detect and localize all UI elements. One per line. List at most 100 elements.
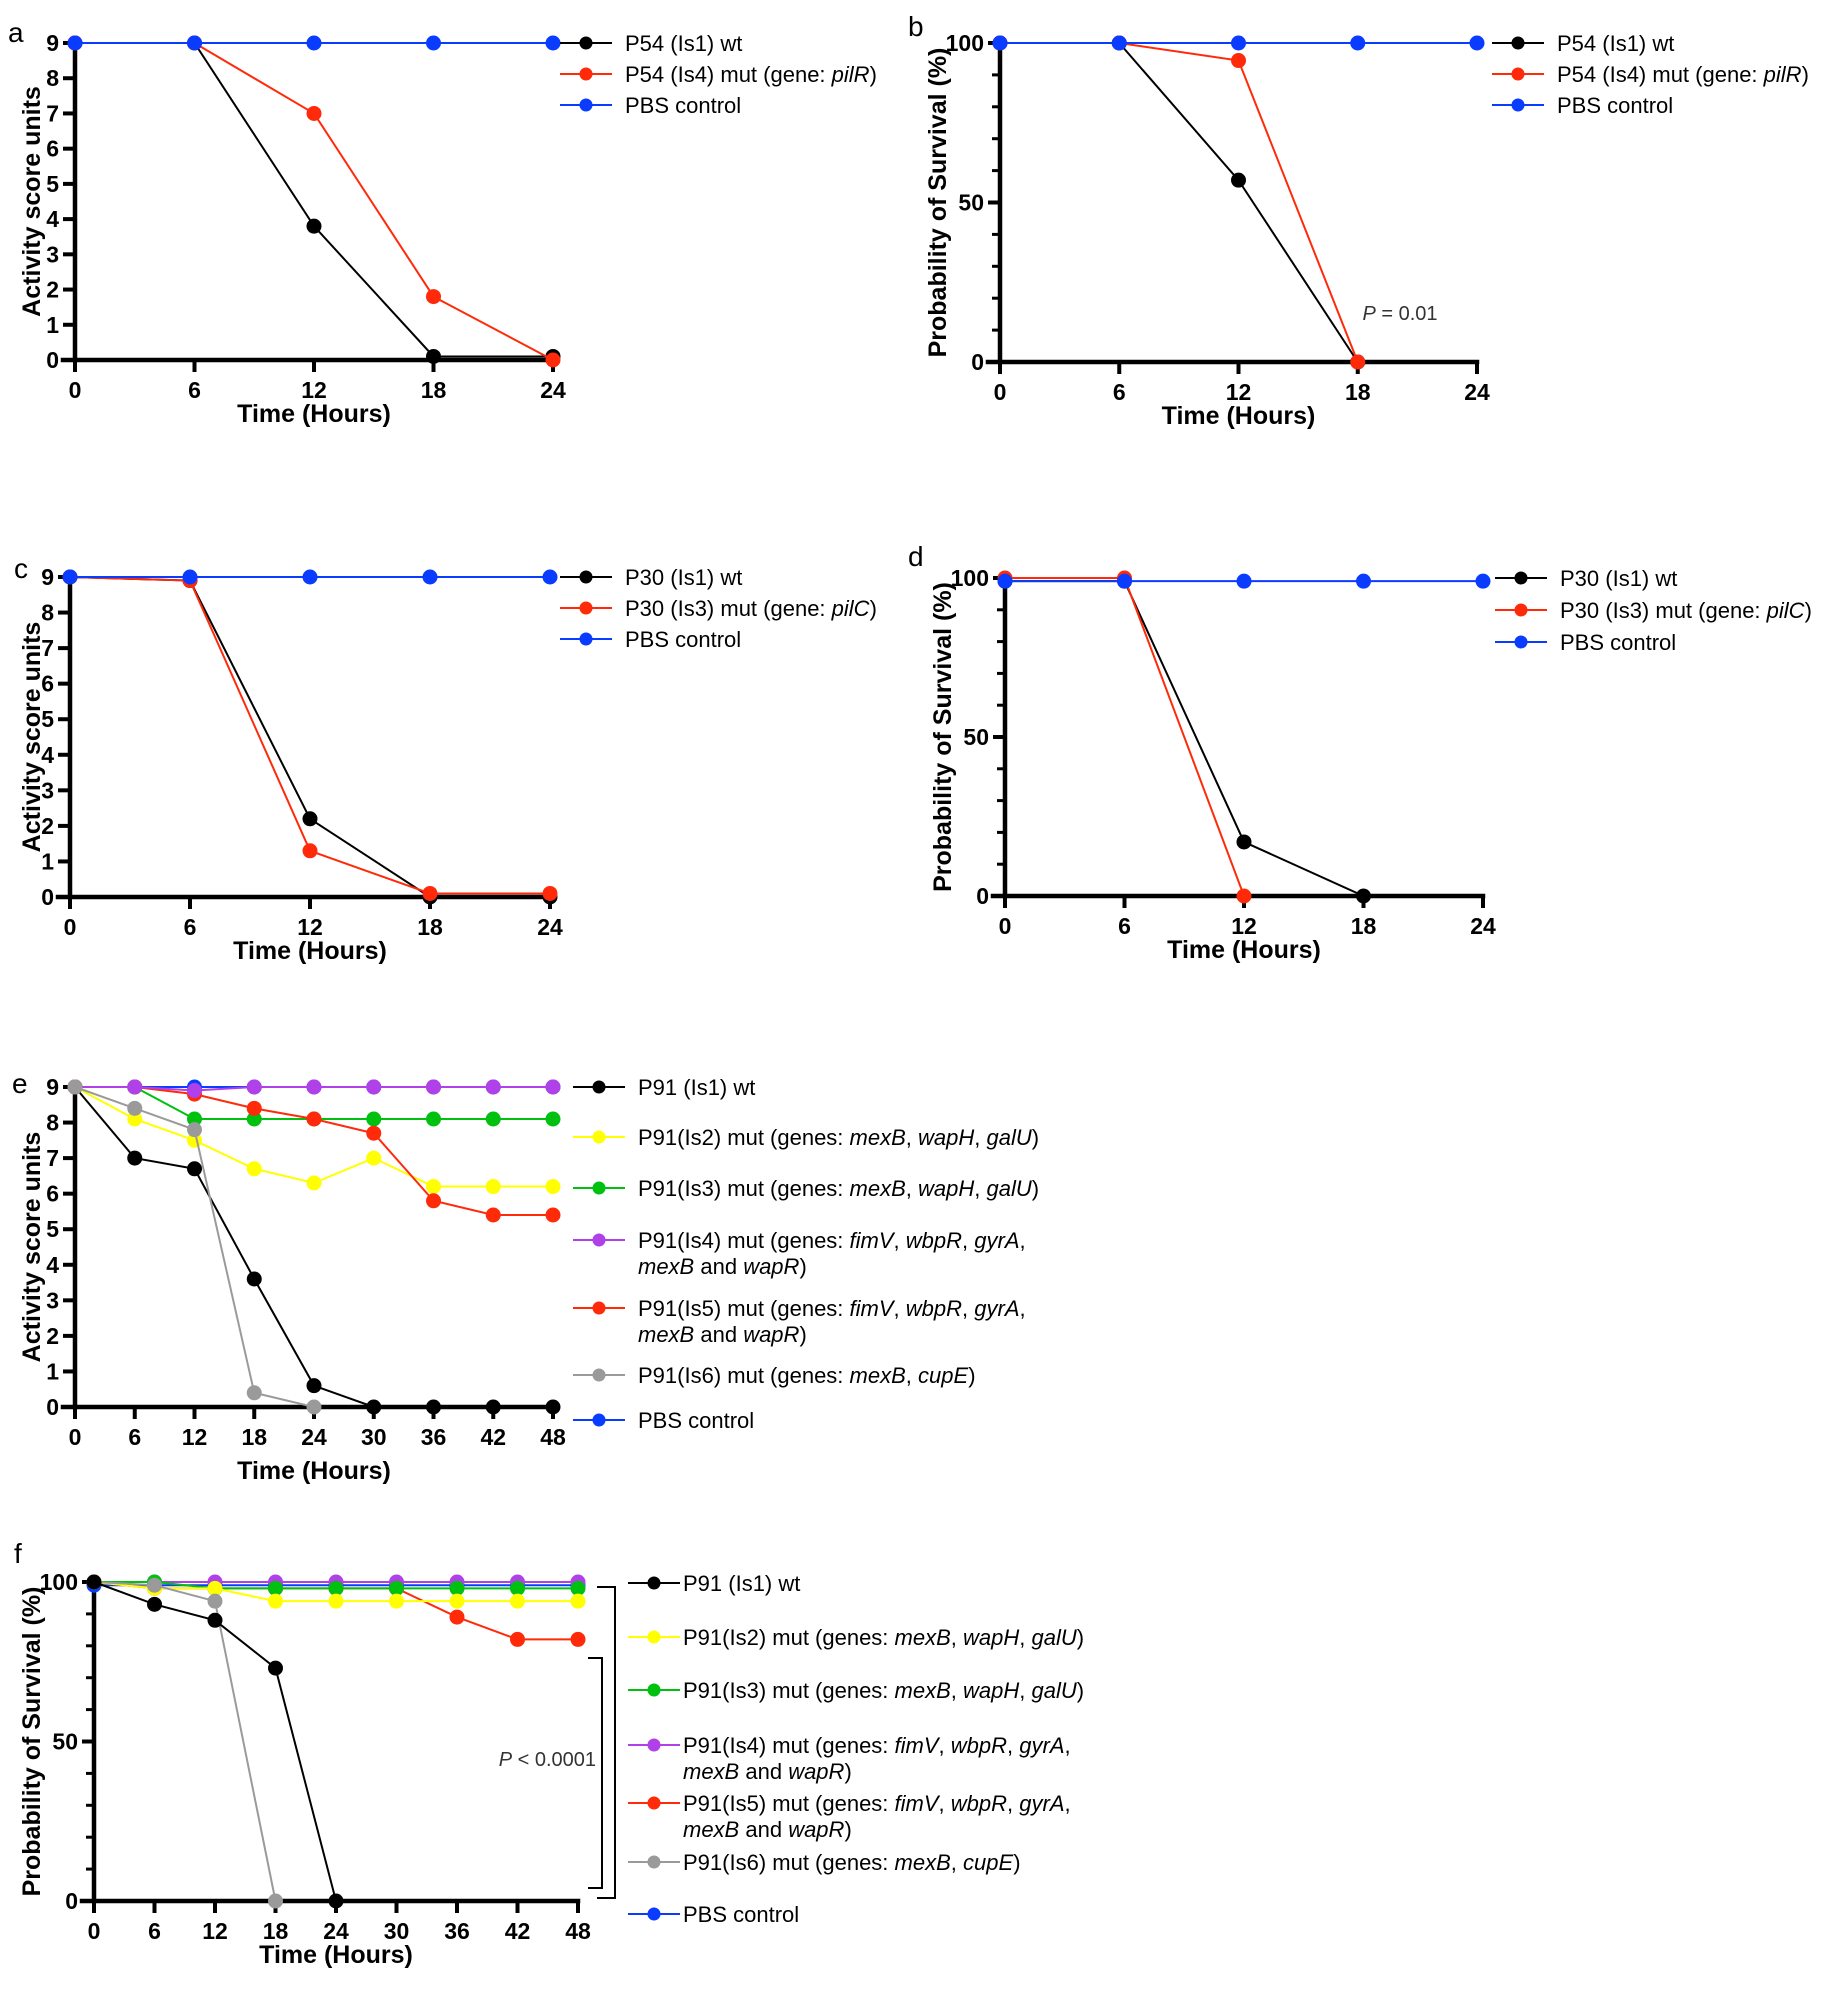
legend-text-part: gyrA bbox=[1019, 1791, 1064, 1816]
data-point bbox=[246, 1385, 262, 1401]
legend-text-part: mexB bbox=[895, 1678, 951, 1703]
legend-text-part: P30 (Is3) mut (gene: bbox=[625, 596, 832, 621]
legend-text-part: , bbox=[1019, 1678, 1031, 1703]
y-tick-label: 100 bbox=[40, 1569, 78, 1595]
x-tick-label: 18 bbox=[421, 377, 447, 403]
legend-label: P30 (Is1) wt bbox=[625, 565, 742, 590]
legend-marker bbox=[592, 1130, 606, 1144]
legend-text-part: mexB bbox=[895, 1850, 951, 1875]
x-tick-label: 24 bbox=[540, 377, 566, 403]
data-point bbox=[426, 289, 441, 305]
series-line bbox=[74, 1086, 553, 1408]
y-axis-title: Probability of Survival (%) bbox=[924, 48, 952, 358]
x-tick-label: 6 bbox=[188, 377, 201, 403]
legend-item: P91(Is3) mut (genes: mexB, wapH, galU) bbox=[573, 1176, 1039, 1201]
data-point bbox=[1236, 834, 1252, 850]
legend-text-part: ) bbox=[1077, 1678, 1084, 1703]
data-point bbox=[449, 1593, 465, 1609]
x-tick-label: 30 bbox=[384, 1918, 410, 1944]
y-tick-label: 0 bbox=[46, 1394, 59, 1420]
legend-text-part: , bbox=[974, 1176, 986, 1201]
legend-text-part: ) bbox=[1032, 1125, 1039, 1150]
data-point bbox=[187, 1122, 202, 1138]
legend-label-line2: mexB and wapR) bbox=[683, 1759, 852, 1784]
panel-letter: d bbox=[908, 541, 924, 572]
x-tick-label: 48 bbox=[565, 1918, 591, 1944]
data-point bbox=[366, 1150, 382, 1166]
legend-text-part: , bbox=[951, 1850, 963, 1875]
series-blue bbox=[992, 35, 1485, 51]
legend-label: P54 (Is1) wt bbox=[1557, 31, 1674, 56]
p-value: < 0.0001 bbox=[512, 1749, 596, 1771]
x-tick-label: 0 bbox=[64, 914, 77, 940]
legend-text-part: ) bbox=[968, 1363, 975, 1388]
data-point bbox=[426, 1111, 441, 1127]
x-tick-label: 12 bbox=[297, 914, 323, 940]
legend-label: P91(Is5) mut (genes: fimV, wbpR, gyrA, bbox=[683, 1791, 1071, 1816]
legend-text-part: wapH bbox=[963, 1678, 1019, 1703]
legend-text-part: P54 (Is4) mut (gene: bbox=[625, 62, 832, 87]
legend-text-part: mexB bbox=[850, 1176, 906, 1201]
legend: P91 (Is1) wt P91(Is2) mut (genes: mexB, w… bbox=[628, 1571, 1084, 1927]
legend-text-part: P91(Is5) mut (genes: bbox=[638, 1296, 850, 1321]
legend-text-part: galU bbox=[987, 1176, 1032, 1201]
legend-text-part: P91 (Is1) wt bbox=[638, 1075, 755, 1100]
legend-text-part: PBS control bbox=[638, 1408, 754, 1433]
legend-label-line2: mexB and wapR) bbox=[638, 1254, 807, 1279]
y-tick-label: 3 bbox=[46, 1287, 59, 1313]
y-tick-label: 1 bbox=[46, 312, 59, 338]
data-point bbox=[67, 1079, 83, 1095]
legend-item: P91(Is4) mut (genes: fimV, wbpR, gyrA,me… bbox=[573, 1228, 1026, 1279]
series-group bbox=[992, 35, 1485, 370]
data-point bbox=[545, 1207, 561, 1223]
data-point bbox=[570, 1593, 586, 1609]
series-gray bbox=[86, 1574, 283, 1909]
x-axis-title: Time (Hours) bbox=[237, 1457, 391, 1485]
y-tick-label: 8 bbox=[41, 600, 54, 626]
data-point bbox=[1231, 172, 1246, 188]
data-point bbox=[542, 569, 558, 585]
legend-text-part: wapH bbox=[918, 1176, 974, 1201]
data-point bbox=[485, 1399, 501, 1415]
data-point bbox=[426, 35, 441, 51]
series-wt bbox=[86, 1574, 344, 1909]
p-value-annotation: P = 0.01 bbox=[1362, 303, 1437, 325]
legend-text-part: , bbox=[951, 1678, 963, 1703]
legend-text-part: , bbox=[1065, 1791, 1071, 1816]
y-axis-title: Activity score units bbox=[18, 1132, 46, 1363]
legend-text-part: and bbox=[739, 1817, 788, 1842]
x-tick-label: 12 bbox=[202, 1918, 228, 1944]
data-point bbox=[268, 1580, 283, 1596]
legend-item: P54 (Is4) mut (gene: pilR) bbox=[560, 62, 877, 87]
data-point bbox=[246, 1161, 262, 1177]
x-tick-label: 12 bbox=[1231, 913, 1257, 939]
legend-item: P91(Is4) mut (genes: fimV, wbpR, gyrA,me… bbox=[628, 1733, 1071, 1784]
legend-item: P91(Is5) mut (genes: fimV, wbpR, gyrA,me… bbox=[628, 1791, 1071, 1842]
x-tick-label: 18 bbox=[1351, 913, 1377, 939]
data-point bbox=[127, 1111, 143, 1127]
legend-item: P91 (Is1) wt bbox=[628, 1571, 800, 1596]
legend-text-part: P91(Is2) mut (genes: bbox=[638, 1125, 850, 1150]
legend-marker bbox=[647, 1855, 661, 1869]
legend-text-part: galU bbox=[1032, 1625, 1077, 1650]
legend-label: P91(Is2) mut (genes: mexB, wapH, galU) bbox=[683, 1625, 1084, 1650]
panel-letter: b bbox=[908, 11, 924, 42]
p-value-annotation: P < 0.0001 bbox=[499, 1749, 596, 1771]
legend-item: P54 (Is1) wt bbox=[1492, 31, 1674, 56]
data-point bbox=[542, 885, 558, 901]
legend-text-part: PBS control bbox=[1557, 93, 1673, 118]
legend-text-part: and bbox=[739, 1759, 788, 1784]
data-point bbox=[246, 1079, 262, 1095]
legend-label: P91(Is5) mut (genes: fimV, wbpR, gyrA, bbox=[638, 1296, 1026, 1321]
legend-marker bbox=[592, 1413, 606, 1427]
data-point bbox=[545, 352, 561, 368]
legend-item: PBS control bbox=[1495, 630, 1676, 655]
y-tick-label: 50 bbox=[52, 1729, 78, 1755]
data-point bbox=[207, 1612, 223, 1628]
legend-marker bbox=[647, 1907, 661, 1921]
x-tick-label: 0 bbox=[999, 913, 1012, 939]
panel-letter: f bbox=[14, 1538, 22, 1569]
legend-text-part: , bbox=[1020, 1296, 1026, 1321]
data-point bbox=[127, 1100, 143, 1116]
